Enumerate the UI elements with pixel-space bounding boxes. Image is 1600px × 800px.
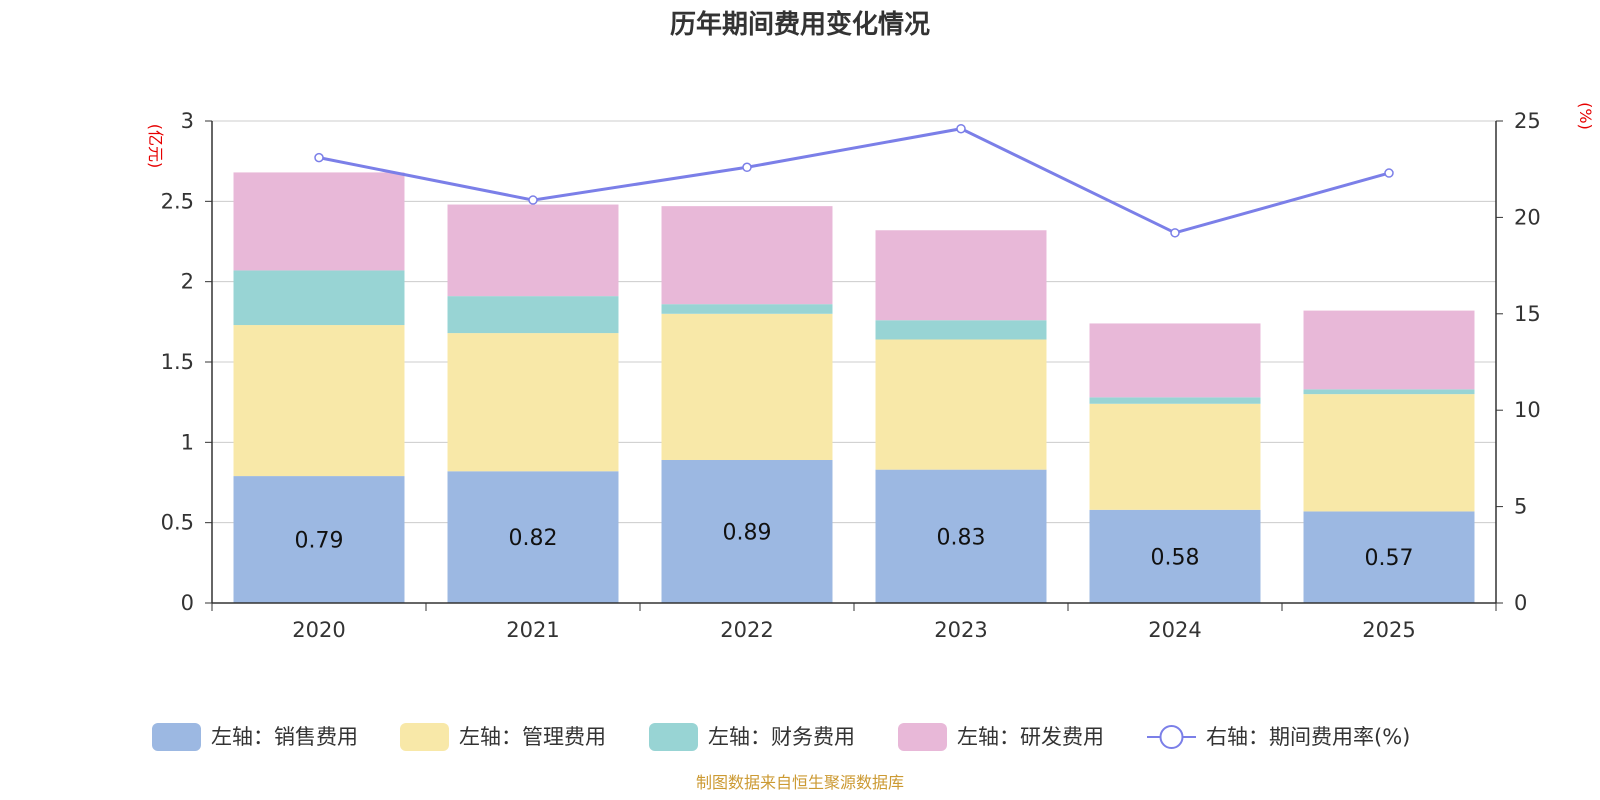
legend-label: 左轴：销售费用: [211, 725, 358, 749]
bar-segment-1: [233, 476, 405, 603]
left-axis-unit: (亿元): [146, 124, 165, 169]
rate-point: [528, 195, 538, 205]
bar-segment-1: [1303, 511, 1475, 603]
rate-line: [314, 123, 1394, 238]
x-tick-label: 2023: [934, 618, 987, 642]
right-tick-label: 10: [1514, 398, 1541, 422]
legend-line-marker: [1159, 725, 1184, 749]
legend-swatch: [898, 723, 947, 751]
legend-label: 左轴：管理费用: [459, 725, 606, 749]
left-tick-label: 2.5: [161, 189, 194, 213]
legend: 左轴：销售费用 左轴：管理费用 左轴：财务费用 左轴：研发费用 右轴：期间费用率(%): [152, 723, 1410, 751]
left-tick-label: 0: [181, 591, 194, 615]
bar-segment-4: [233, 172, 405, 271]
bar-segment-2: [875, 339, 1047, 470]
bar-segment-1: [1089, 509, 1261, 603]
legend-label: 左轴：研发费用: [957, 725, 1104, 749]
bar-segment-1: [447, 471, 619, 603]
bar-value-label: 0.58: [1151, 545, 1200, 570]
bar-segment-2: [1303, 394, 1475, 512]
bar-segment-3: [447, 296, 619, 334]
bar-segment-2: [661, 313, 833, 461]
left-tick-label: 1: [181, 430, 194, 454]
bar-segment-4: [875, 230, 1047, 321]
bar-segment-3: [233, 270, 405, 326]
left-tick-label: 2: [181, 270, 194, 294]
bar-segment-4: [447, 204, 619, 297]
left-tick-label: 0.5: [161, 511, 194, 535]
legend-label: 左轴：财务费用: [708, 725, 855, 749]
x-tick-label: 2021: [506, 618, 559, 642]
rate-line-path: [318, 127, 1390, 235]
bar-labels: 0.79 0.82 0.89 0.83 0.58 0.57: [295, 521, 1414, 572]
bar-segment-1: [875, 469, 1047, 603]
bar-value-label: 0.79: [295, 529, 344, 554]
bar-value-label: 0.83: [937, 525, 986, 550]
bar-value-label: 0.82: [509, 526, 558, 551]
legend-swatch: [152, 723, 201, 751]
x-tick-label: 2020: [292, 618, 345, 642]
rate-point: [1170, 228, 1180, 238]
gridlines: [212, 120, 1496, 524]
left-tick-label: 1.5: [161, 350, 194, 374]
right-axis-unit: (%): [1576, 102, 1595, 130]
left-tick-label: 3: [181, 109, 194, 133]
chart-title: 历年期间费用变化情况: [670, 9, 930, 40]
right-tick-label: 25: [1514, 109, 1541, 133]
rate-point: [956, 123, 966, 134]
rate-point: [1384, 168, 1394, 178]
right-tick-label: 0: [1514, 591, 1527, 615]
bar-segment-4: [1089, 323, 1261, 398]
x-tick-label: 2024: [1148, 618, 1201, 642]
bar-segment-3: [1089, 397, 1261, 404]
bar-value-label: 0.89: [723, 521, 772, 546]
bar-segment-2: [447, 333, 619, 472]
source-note: 制图数据来自恒生聚源数据库: [696, 773, 904, 792]
bar-segment-4: [661, 206, 833, 305]
right-tick-label: 15: [1514, 302, 1541, 326]
x-tick-label: 2022: [720, 618, 773, 642]
right-tick-label: 5: [1514, 495, 1527, 519]
bar-segment-1: [661, 460, 833, 603]
x-tick-label: 2025: [1362, 618, 1415, 642]
bar-segment-4: [1303, 310, 1475, 390]
right-tick-label: 20: [1514, 205, 1541, 229]
rate-point: [742, 162, 752, 173]
legend-swatch: [649, 723, 698, 751]
bar-segment-3: [661, 304, 833, 314]
bar-value-label: 0.57: [1365, 546, 1414, 571]
rate-point: [314, 152, 324, 163]
bar-segment-3: [875, 320, 1047, 340]
legend-swatch: [400, 723, 449, 751]
bars: [233, 172, 1475, 603]
legend-label: 右轴：期间费用率(%): [1206, 725, 1410, 749]
bar-segment-2: [1089, 403, 1261, 510]
bar-segment-2: [233, 325, 405, 477]
bar-segment-3: [1303, 389, 1475, 395]
